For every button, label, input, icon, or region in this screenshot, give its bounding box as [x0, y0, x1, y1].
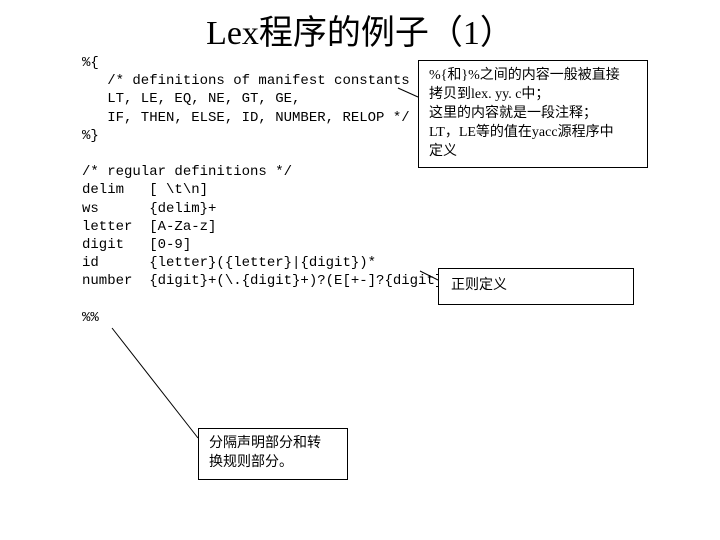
lex-code-block: %{ /* definitions of manifest constants …	[82, 54, 468, 327]
callout-line: 定义	[429, 143, 637, 162]
connector-line	[112, 328, 198, 438]
callout-line: 拷贝到lex. yy. c中；	[429, 86, 637, 105]
callout-line: %{和}%之间的内容一般被直接	[429, 67, 637, 86]
callout-regex-def: 正则定义	[438, 268, 634, 305]
callout-line: 这里的内容就是一段注释；	[429, 105, 637, 124]
callout-declarations: %{和}%之间的内容一般被直接 拷贝到lex. yy. c中； 这里的内容就是一…	[418, 60, 648, 168]
callout-line: 分隔声明部分和转	[209, 435, 337, 454]
callout-separator: 分隔声明部分和转 换规则部分。	[198, 428, 348, 480]
callout-line: 换规则部分。	[209, 454, 337, 473]
slide-title: Lex程序的例子（1）	[0, 5, 720, 54]
callout-line: LT，LE等的值在yacc源程序中	[429, 124, 637, 143]
